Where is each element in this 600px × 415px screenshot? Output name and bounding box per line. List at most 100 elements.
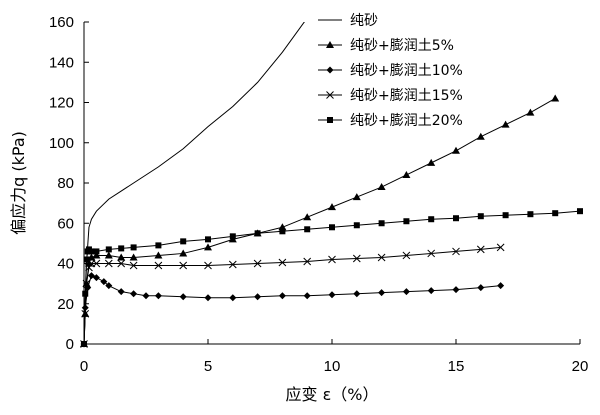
marker-layer (80, 94, 583, 348)
data-point-cross (253, 259, 262, 268)
data-point-triangle (129, 253, 138, 261)
data-point-triangle (328, 203, 336, 211)
data-point-triangle (526, 108, 535, 116)
y-tick-label: 120 (49, 95, 74, 112)
data-point-triangle (104, 251, 113, 259)
data-point-triangle (84, 259, 93, 267)
data-point-diamond (477, 284, 485, 292)
data-point-cross (81, 309, 90, 318)
data-point-square (477, 213, 484, 220)
data-point-cross (427, 249, 436, 258)
legend-label: 纯砂+膨润土15% (350, 87, 463, 104)
data-point-triangle (402, 170, 411, 178)
data-point-triangle (117, 253, 126, 261)
data-point-cross (328, 255, 336, 264)
data-point-square (428, 216, 435, 223)
y-tick-label: 100 (49, 135, 74, 152)
data-point-cross (204, 261, 212, 270)
x-tick-label: 0 (80, 358, 88, 375)
data-point-square (453, 215, 459, 222)
y-tick-label: 40 (57, 256, 74, 273)
data-point-square (552, 210, 559, 217)
data-point-square (329, 224, 335, 231)
data-point-cross (476, 245, 485, 254)
data-point-square (88, 248, 95, 255)
data-point-diamond (278, 292, 286, 300)
x-tick-label: 10 (324, 358, 341, 375)
data-point-diamond (328, 291, 336, 299)
y-tick-label: 20 (57, 296, 74, 313)
data-point-square (130, 244, 137, 251)
data-point-triangle (179, 249, 188, 257)
y-tick-label: 80 (57, 175, 74, 192)
data-point-cross (352, 254, 361, 263)
data-point-cross (303, 257, 312, 266)
data-point-triangle (427, 158, 436, 166)
data-point-diamond (154, 292, 162, 300)
y-tick-label: 0 (66, 336, 74, 353)
data-point-square (229, 233, 236, 240)
data-point-cross (92, 259, 101, 268)
data-point-diamond (326, 66, 334, 74)
data-point-triangle (326, 41, 334, 48)
legend-item: 纯砂+膨润土20% (318, 112, 463, 129)
data-point-diamond (84, 284, 92, 292)
data-point-square (353, 222, 360, 229)
data-point-diamond (105, 282, 113, 290)
data-point-cross (278, 258, 287, 267)
data-point-diamond (497, 282, 505, 290)
x-axis-title: 应变 ε（%） (286, 385, 379, 404)
data-point-diamond (254, 293, 262, 301)
data-point-triangle (377, 183, 386, 191)
data-point-cross (154, 261, 163, 270)
data-point-cross (402, 251, 411, 260)
series-line-0 (84, 22, 305, 344)
x-tick-label: 20 (572, 358, 589, 375)
data-point-square (254, 230, 261, 237)
data-point-cross (179, 261, 188, 270)
data-point-cross (452, 247, 460, 256)
data-point-square (304, 226, 311, 233)
data-point-square (502, 212, 509, 219)
data-point-diamond (427, 287, 435, 295)
legend-label: 纯砂 (350, 13, 378, 29)
y-tick-label: 60 (57, 215, 74, 232)
data-point-diamond (402, 288, 410, 296)
data-point-cross (82, 279, 91, 288)
data-point-square (279, 228, 286, 235)
data-point-square (527, 211, 534, 218)
data-point-square (118, 245, 125, 252)
legend-label: 纯砂+膨润土5% (350, 37, 454, 54)
legend-item: 纯砂+膨润土5% (318, 37, 454, 54)
series-line-1 (84, 98, 556, 344)
legend-item: 纯砂+膨润土10% (318, 62, 463, 79)
data-point-diamond (81, 304, 89, 312)
data-point-cross (326, 91, 334, 99)
data-point-diamond (378, 289, 386, 297)
data-point-triangle (204, 243, 212, 251)
data-point-triangle (551, 94, 560, 102)
data-point-diamond (117, 288, 125, 296)
data-point-square (83, 256, 90, 263)
data-point-cross (228, 260, 237, 269)
series-line-2 (84, 274, 501, 344)
data-point-triangle (476, 132, 485, 140)
data-point-square (403, 218, 410, 225)
y-tick-label: 140 (49, 54, 74, 71)
data-point-cross (496, 243, 505, 252)
data-point-cross (85, 263, 93, 272)
x-tick-label: 15 (448, 358, 465, 375)
y-axis-title: 偏应力q (kPa) (9, 131, 28, 235)
data-point-square (577, 208, 583, 215)
legend-item: 纯砂+膨润土15% (318, 87, 463, 104)
data-point-square (81, 341, 87, 347)
y-ticks: 0 20 40 60 80 100 120 140 160 (49, 14, 89, 353)
data-point-triangle (303, 213, 312, 221)
data-point-diamond (452, 286, 460, 294)
data-point-triangle (92, 251, 101, 259)
data-point-triangle (452, 146, 460, 154)
data-point-diamond (179, 293, 187, 301)
legend-item: 纯砂 (318, 13, 378, 29)
data-point-cross (377, 253, 386, 262)
x-ticks: 0 5 10 15 20 (80, 339, 589, 375)
